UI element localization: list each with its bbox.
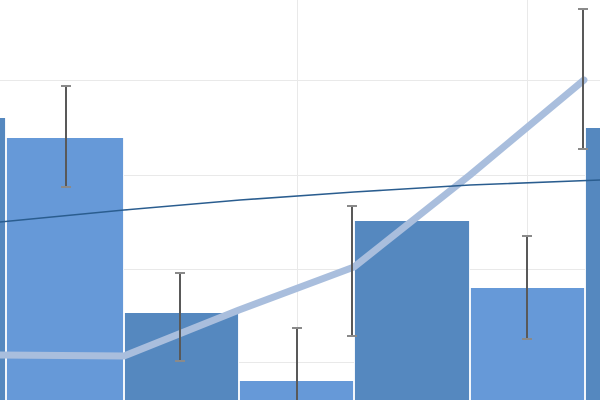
error-bar-cap-1-lower	[175, 360, 185, 362]
error-bar-cap-5-upper	[578, 8, 588, 10]
error-bar-cap-3-lower	[347, 335, 357, 337]
gridline-horizontal	[0, 175, 600, 176]
error-bar-cap-0-lower	[61, 186, 71, 188]
error-bar-2	[296, 327, 298, 400]
gridline-vertical	[297, 0, 298, 400]
gridline-horizontal	[0, 80, 600, 81]
gridline-horizontal	[0, 269, 600, 270]
trend-line-series	[0, 179, 600, 223]
error-bar-4	[526, 235, 528, 338]
error-bar-1	[179, 272, 181, 360]
bar-c2[interactable]	[124, 313, 239, 400]
bar-c6[interactable]	[585, 128, 600, 400]
highlight-line-series	[0, 76, 588, 360]
error-bar-0	[65, 85, 67, 186]
error-bar-cap-3-upper	[347, 205, 357, 207]
error-bar-cap-5-lower	[578, 148, 588, 150]
error-bar-cap-2-upper	[292, 327, 302, 329]
error-bar-5	[582, 8, 584, 148]
error-bar-3	[351, 205, 353, 335]
gridline-horizontal	[0, 362, 600, 363]
error-bar-cap-4-lower	[522, 338, 532, 340]
error-bar-cap-4-upper	[522, 235, 532, 237]
bar-c0[interactable]	[0, 118, 6, 400]
error-bar-cap-1-upper	[175, 272, 185, 274]
error-bar-cap-0-upper	[61, 85, 71, 87]
gridline-vertical	[527, 0, 528, 400]
